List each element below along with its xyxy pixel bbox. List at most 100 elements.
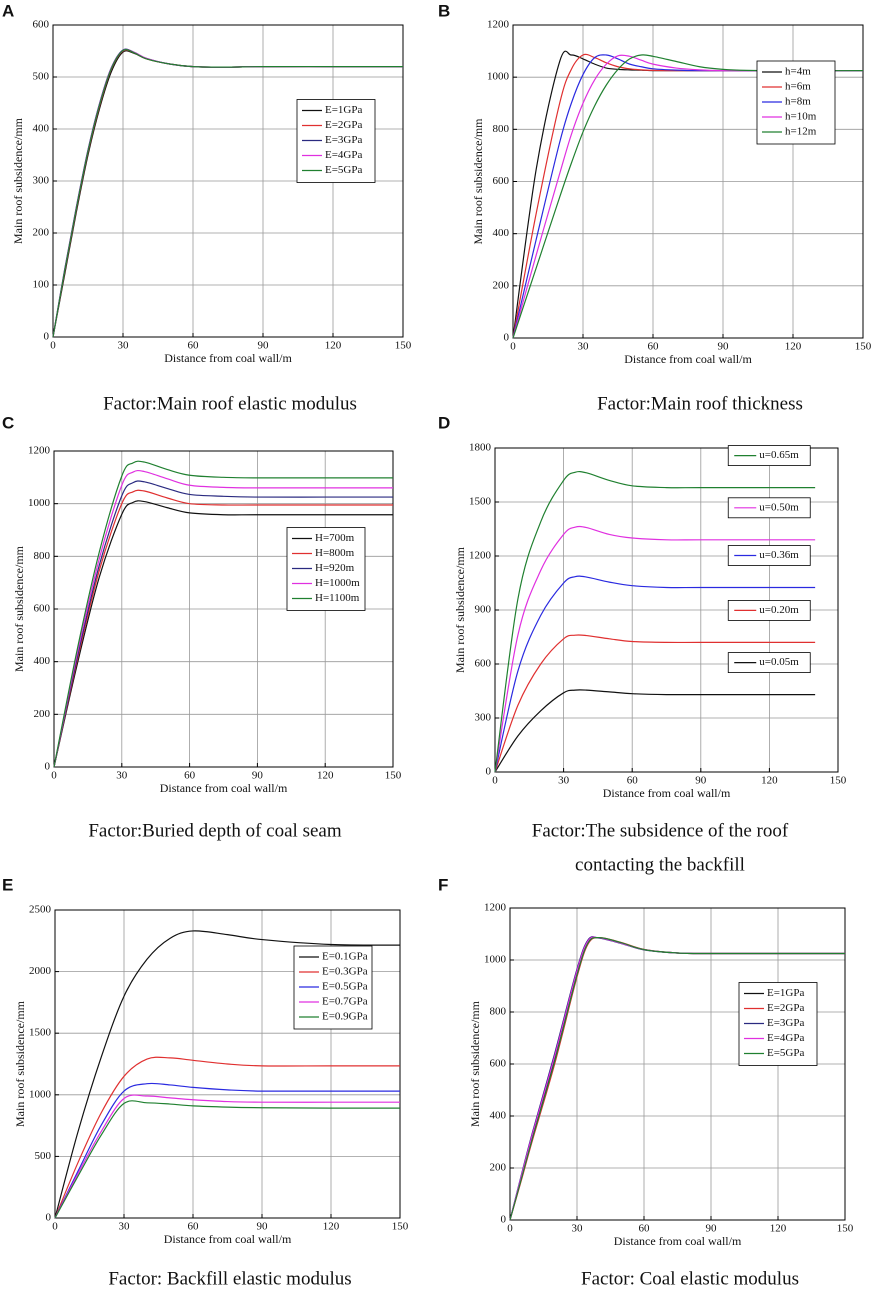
series-line [509, 937, 845, 1221]
y-tick-label: 500 [33, 71, 50, 83]
x-tick-label: 30 [558, 775, 570, 787]
x-tick-label: 0 [492, 775, 498, 787]
y-tick-label: 800 [34, 550, 51, 562]
y-tick-label: 1500 [29, 1027, 52, 1039]
y-tick-label: 600 [490, 1058, 507, 1070]
x-tick-label: 150 [855, 341, 872, 353]
series-line [494, 575, 816, 773]
panel: D 0 300 600 900 1200 1500 1800 0 30 60 90 120 150 Dist… [438, 413, 847, 875]
legend-label: E=0.5GPa [322, 981, 368, 993]
x-tick-label: 150 [395, 340, 412, 352]
y-tick-label: 0 [501, 1214, 507, 1226]
x-tick-label: 30 [119, 1221, 131, 1233]
legend-label: E=3GPa [767, 1017, 804, 1029]
legend-label: E=0.3GPa [322, 966, 368, 978]
y-tick-label: 400 [33, 123, 50, 135]
y-tick-label: 2000 [29, 965, 52, 977]
y-tick-label: 200 [490, 1162, 507, 1174]
panel: E 0 500 1000 1500 2000 2500 0 30 60 90 120 150 Distan… [2, 875, 409, 1289]
caption: contacting the backfill [575, 854, 745, 875]
y-tick-label: 1200 [469, 550, 492, 562]
y-tick-label: 300 [33, 175, 50, 187]
x-tick-label: 120 [317, 770, 334, 782]
x-tick-label: 30 [118, 340, 130, 352]
y-tick-label: 1000 [487, 71, 510, 83]
panel-letter: B [438, 1, 450, 20]
panel: B 0 200 400 600 800 1000 1200 0 30 60 90 120 150 Dista… [438, 1, 872, 414]
legend-label: u=0.05m [759, 656, 799, 668]
plot-frame [494, 447, 839, 773]
legend-label: h=12m [785, 126, 817, 138]
caption: Factor: Coal elastic modulus [581, 1268, 799, 1289]
plot-frame [512, 24, 864, 339]
x-tick-label: 0 [51, 770, 57, 782]
series-line [53, 460, 393, 768]
x-tick-label: 120 [323, 1221, 340, 1233]
legend-label: E=2GPa [767, 1002, 804, 1014]
y-axis-label: Main roof subsidence/mm [471, 118, 485, 245]
x-axis-label: Distance from coal wall/m [614, 1234, 742, 1248]
x-axis-label: Distance from coal wall/m [160, 781, 288, 795]
caption: Factor:The subsidence of the roof [532, 820, 789, 841]
legend-label: H=1100m [315, 592, 360, 604]
series-line [52, 48, 403, 338]
y-tick-label: 900 [475, 604, 492, 616]
y-tick-label: 200 [33, 227, 50, 239]
y-tick-label: 2500 [29, 904, 52, 916]
y-tick-label: 600 [33, 19, 50, 31]
x-tick-label: 150 [837, 1223, 854, 1235]
panel-letter: E [2, 875, 13, 894]
legend-label: E=0.9GPa [322, 1011, 368, 1023]
series-line [52, 50, 403, 338]
legend-label: H=700m [315, 532, 355, 544]
x-axis-label: Distance from coal wall/m [164, 1232, 292, 1246]
y-tick-label: 400 [34, 655, 51, 667]
series-line [53, 480, 393, 768]
legend-label: h=10m [785, 111, 817, 123]
x-tick-label: 120 [761, 775, 778, 787]
legend-label: u=0.36m [759, 549, 799, 561]
x-tick-label: 60 [627, 775, 639, 787]
series-line [494, 470, 816, 773]
panel-letter: C [2, 413, 14, 432]
series-line [509, 936, 845, 1221]
x-axis-label: Distance from coal wall/m [603, 786, 731, 800]
series-line [512, 54, 864, 339]
legend-label: u=0.50m [759, 501, 799, 513]
x-tick-label: 60 [188, 1221, 200, 1233]
y-tick-label: 300 [475, 712, 492, 724]
legend-box [727, 497, 811, 519]
x-axis-label: Distance from coal wall/m [164, 351, 292, 365]
y-tick-label: 0 [45, 761, 51, 773]
y-tick-label: 1000 [29, 1088, 52, 1100]
caption: Factor:Buried depth of coal seam [88, 820, 341, 841]
legend-label: E=3GPa [325, 134, 362, 146]
y-tick-label: 1800 [469, 442, 492, 454]
x-tick-label: 150 [392, 1221, 409, 1233]
x-tick-label: 60 [639, 1223, 651, 1235]
x-tick-label: 30 [572, 1223, 584, 1235]
y-tick-label: 800 [493, 123, 510, 135]
y-tick-label: 0 [486, 766, 492, 778]
legend-label: H=1000m [315, 577, 360, 589]
y-tick-label: 600 [34, 603, 51, 615]
x-tick-label: 30 [116, 770, 128, 782]
legend-box [727, 652, 811, 673]
y-axis-label: Main roof subsidence/mm [13, 1000, 27, 1127]
series-line [52, 48, 403, 338]
legend-label: E=0.1GPa [322, 951, 368, 963]
legend-label: E=1GPa [767, 987, 804, 999]
x-tick-label: 0 [507, 1223, 513, 1235]
caption: Factor:Main roof thickness [597, 393, 803, 414]
y-axis-label: Main roof subsidence/mm [468, 1000, 482, 1127]
legend-label: h=8m [785, 96, 811, 108]
caption: Factor:Main roof elastic modulus [103, 393, 357, 414]
x-tick-label: 90 [706, 1223, 718, 1235]
x-tick-label: 120 [770, 1223, 787, 1235]
y-axis-label: Main roof subsidence/mm [453, 546, 467, 673]
series-line [509, 936, 845, 1221]
legend-box [727, 445, 811, 467]
x-tick-label: 60 [188, 340, 200, 352]
x-tick-label: 30 [578, 341, 590, 353]
y-tick-label: 0 [44, 331, 50, 343]
